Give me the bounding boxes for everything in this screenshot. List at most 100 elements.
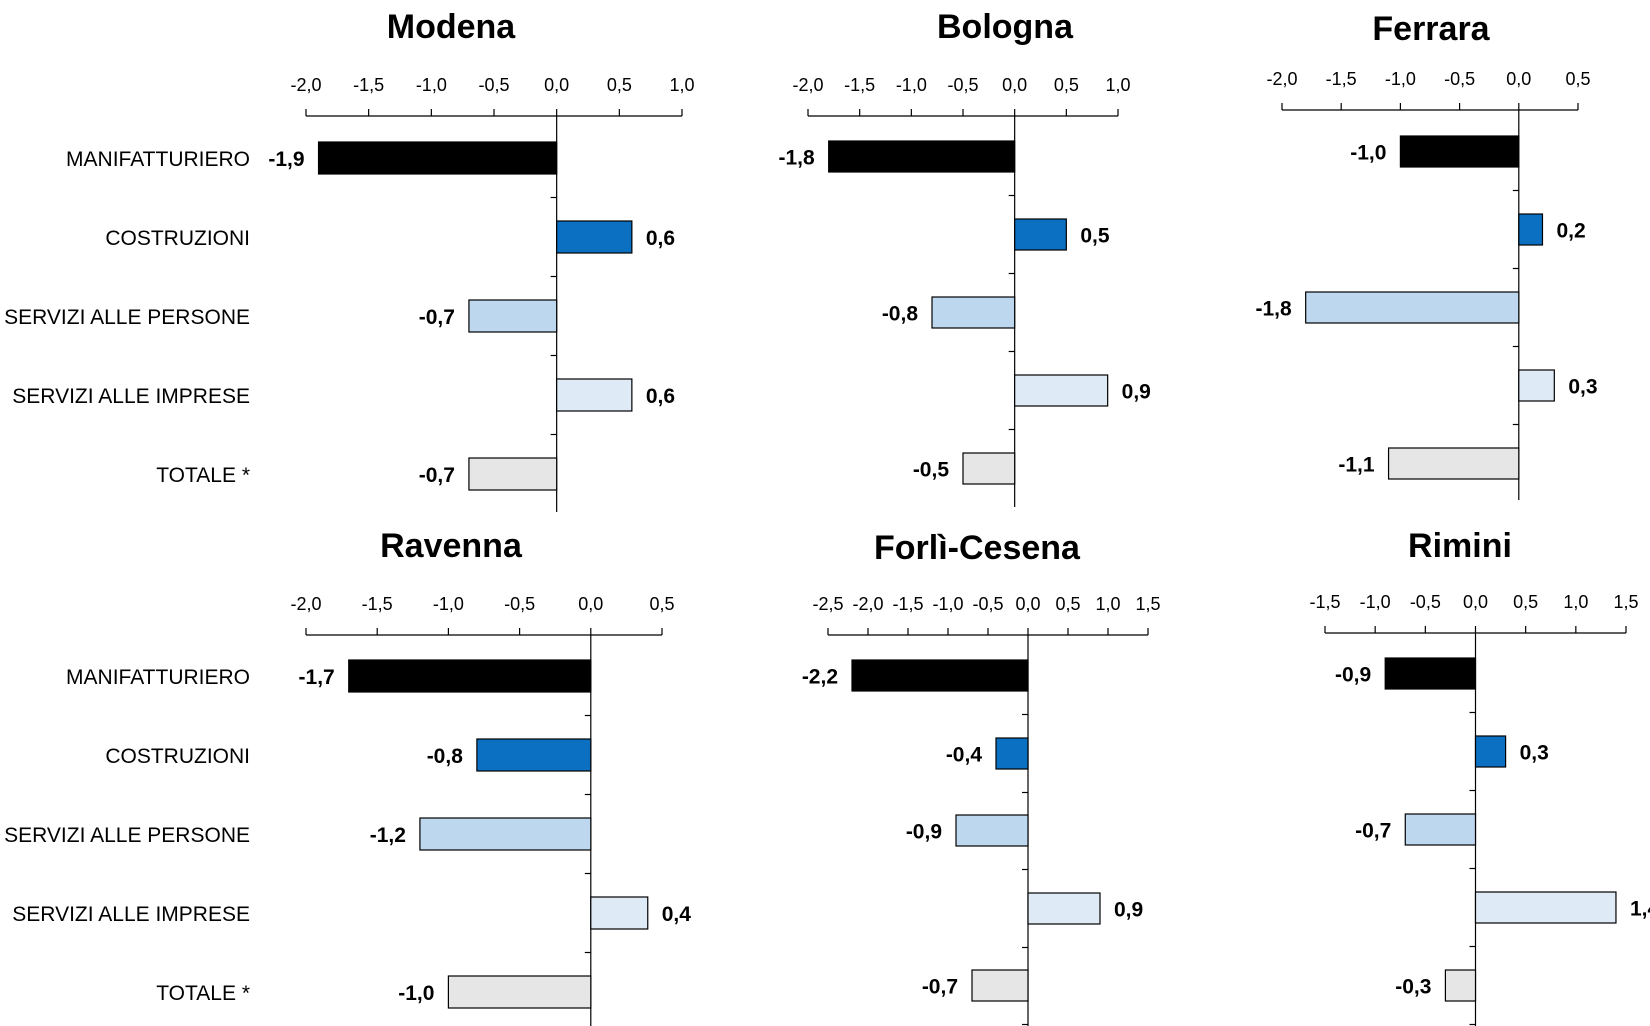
chart-panel-4: Ravenna -2,0 -1,5 -1,0 -0,5 0,0 0,5 -1,7 -0,8 -1,… — [4, 527, 691, 1026]
value-label: -1,0 — [1350, 142, 1386, 165]
x-tick-label: -1,0 — [896, 75, 927, 95]
bar-3 — [468, 299, 558, 333]
chart-panel-5: Forlì-Cesena -2,5 -2,0 -1,5 -1,0 -0,5 0,0 0,5 1,… — [802, 529, 1161, 1026]
x-tick-label: 0,5 — [607, 75, 632, 95]
category-label: COSTRUZIONI — [105, 227, 250, 250]
value-label: -0,8 — [427, 745, 464, 768]
x-tick-label: -2,0 — [290, 75, 321, 95]
x-tick-label: -0,5 — [947, 75, 978, 95]
bar-2 — [476, 738, 592, 772]
x-tick-label: -1,0 — [433, 594, 464, 614]
x-tick-label: 0,5 — [649, 594, 674, 614]
bar-1 — [828, 140, 1016, 173]
bar-2 — [1474, 735, 1507, 768]
x-tick-label: -0,5 — [504, 594, 535, 614]
value-label: -1,0 — [398, 982, 434, 1005]
bar-1 — [348, 659, 592, 693]
x-tick-label: 0,0 — [1463, 592, 1488, 612]
bar-4 — [1014, 374, 1109, 407]
category-label: SERVIZI ALLE PERSONE — [4, 824, 250, 847]
category-label: COSTRUZIONI — [105, 745, 250, 768]
value-label: -1,9 — [268, 148, 304, 171]
bar-3 — [419, 817, 592, 851]
bar-2 — [556, 220, 633, 254]
chart-title: Bologna — [937, 8, 1074, 46]
bar-2 — [1014, 218, 1067, 251]
x-tick-label: -1,0 — [1385, 69, 1416, 89]
x-tick-label: -1,0 — [932, 594, 963, 614]
value-label: -0,7 — [1355, 820, 1391, 843]
bar-3 — [1404, 813, 1477, 846]
category-label: SERVIZI ALLE IMPRESE — [12, 385, 250, 408]
x-tick-label: -2,0 — [1266, 69, 1297, 89]
value-label: -0,9 — [1335, 664, 1371, 687]
chart-title: Ravenna — [380, 527, 523, 565]
chart-panel-1: Modena -2,0 -1,5 -1,0 -0,5 0,0 0,5 1,0 -1,9 0,6 -0… — [4, 8, 695, 512]
x-tick-label: -0,5 — [1444, 69, 1475, 89]
x-tick-label: -2,0 — [290, 594, 321, 614]
bar-4 — [1518, 369, 1555, 402]
category-label: SERVIZI ALLE IMPRESE — [12, 903, 250, 926]
value-label: -0,9 — [906, 821, 942, 844]
bar-5 — [447, 975, 592, 1009]
value-label: -1,7 — [299, 666, 335, 689]
bar-2 — [995, 737, 1029, 770]
bar-4 — [1027, 892, 1101, 925]
chart-title: Forlì-Cesena — [874, 529, 1081, 567]
value-label: -1,8 — [1255, 298, 1292, 321]
bar-5 — [971, 969, 1029, 1002]
x-tick-label: -0,5 — [972, 594, 1003, 614]
x-tick-label: 0,0 — [1002, 75, 1027, 95]
value-label: -0,7 — [419, 464, 455, 487]
value-label: -0,7 — [922, 976, 958, 999]
x-tick-label: 0,0 — [1015, 594, 1040, 614]
value-label: 0,3 — [1520, 742, 1549, 765]
bar-3 — [1305, 291, 1520, 324]
x-tick-label: 0,0 — [1506, 69, 1531, 89]
value-label: -0,8 — [882, 303, 919, 326]
x-tick-label: 1,0 — [1563, 592, 1588, 612]
chart-panel-2: Bologna -2,0 -1,5 -1,0 -0,5 0,0 0,5 1,0 -1,8 0,5 -… — [778, 8, 1151, 507]
x-tick-label: 1,5 — [1613, 592, 1638, 612]
bar-3 — [931, 296, 1016, 329]
category-label: SERVIZI ALLE PERSONE — [4, 306, 250, 329]
x-tick-label: 1,0 — [1105, 75, 1130, 95]
bar-1 — [1384, 657, 1477, 690]
bar-4 — [556, 378, 633, 412]
value-label: 0,6 — [646, 227, 675, 250]
x-tick-label: 0,5 — [1054, 75, 1079, 95]
bar-4 — [590, 896, 649, 930]
x-tick-label: -0,5 — [1410, 592, 1441, 612]
x-tick-label: 0,5 — [1513, 592, 1538, 612]
x-tick-label: 0,0 — [544, 75, 569, 95]
x-tick-label: -2,0 — [852, 594, 883, 614]
x-tick-label: 1,0 — [669, 75, 694, 95]
value-label: 0,9 — [1122, 381, 1151, 404]
bar-5 — [1444, 969, 1477, 1002]
bar-1 — [1399, 135, 1520, 168]
x-tick-label: 1,0 — [1095, 594, 1120, 614]
x-tick-label: -1,5 — [1309, 592, 1340, 612]
x-tick-label: -1,0 — [1360, 592, 1391, 612]
bar-5 — [962, 452, 1016, 485]
x-tick-label: -2,5 — [812, 594, 843, 614]
chart-title: Ferrara — [1372, 10, 1490, 48]
x-tick-label: -1,5 — [844, 75, 875, 95]
bar-3 — [955, 814, 1029, 847]
category-label: TOTALE * — [156, 982, 250, 1005]
bar-5 — [468, 457, 558, 491]
bar-5 — [1387, 447, 1520, 480]
x-tick-label: 0,5 — [1055, 594, 1080, 614]
value-label: 0,4 — [662, 903, 692, 926]
category-label: MANIFATTURIERO — [66, 148, 250, 171]
chart-panel-3: Ferrara -2,0 -1,5 -1,0 -0,5 0,0 0,5 -1,0 0,2 -1,8… — [1255, 10, 1598, 500]
value-label: -0,5 — [913, 459, 950, 482]
x-tick-label: -1,0 — [416, 75, 447, 95]
value-label: 0,6 — [646, 385, 675, 408]
chart-title: Rimini — [1408, 527, 1512, 565]
bar-1 — [851, 659, 1029, 692]
bar-1 — [317, 141, 558, 175]
x-tick-label: -0,5 — [478, 75, 509, 95]
value-label: 0,9 — [1114, 899, 1143, 922]
x-tick-label: -1,5 — [362, 594, 393, 614]
